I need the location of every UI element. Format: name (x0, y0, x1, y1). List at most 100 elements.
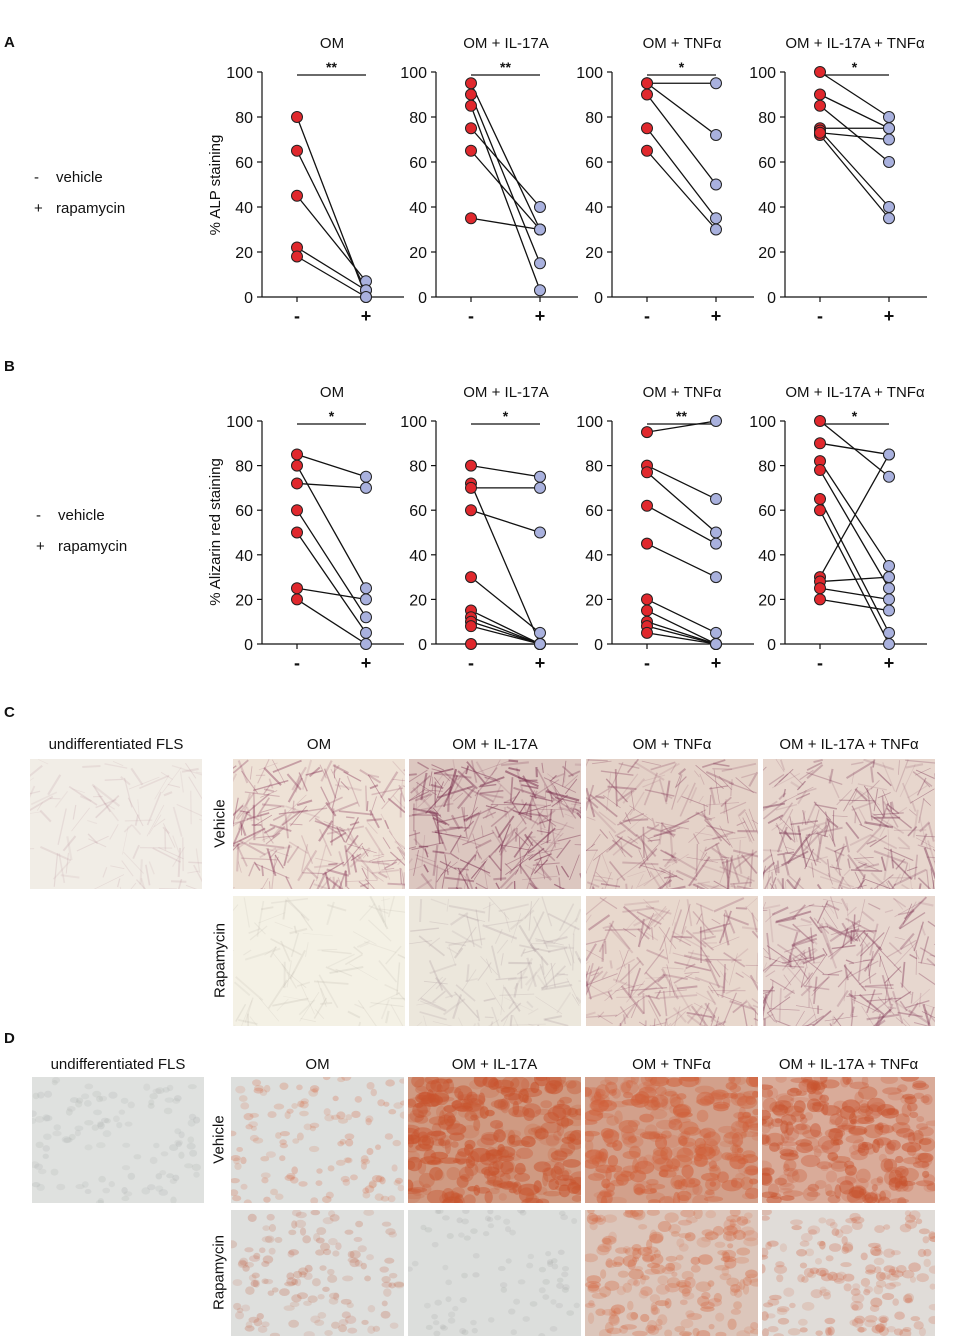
cell-fiber (745, 905, 758, 922)
cell-fiber (543, 936, 568, 945)
stain-deposit (810, 1289, 823, 1299)
cell-fiber (381, 867, 395, 871)
stain-deposit (408, 1179, 414, 1192)
stain-deposit (681, 1164, 694, 1179)
stain-deposit (464, 1110, 478, 1122)
cell-fiber (649, 1022, 666, 1026)
cell-fiber (475, 761, 488, 780)
stain-deposit (429, 1166, 443, 1181)
stain-deposit (658, 1169, 677, 1178)
stain-deposit (562, 1159, 581, 1168)
cell-fiber (619, 960, 641, 982)
cell-fiber (263, 788, 275, 793)
cell-fiber (329, 831, 347, 844)
cell-fiber (663, 875, 678, 879)
cell-fiber (239, 821, 247, 837)
cell-fiber (300, 984, 315, 1015)
stain-deposit (597, 1243, 612, 1253)
cell-fiber (513, 831, 533, 858)
cell-fiber (741, 926, 758, 931)
vehicle-point (465, 99, 477, 112)
stain-deposit (881, 1292, 895, 1301)
stain-deposit (605, 1259, 618, 1268)
stain-deposit (850, 1118, 858, 1125)
cell-fiber (747, 1004, 758, 1016)
cell-fiber (30, 791, 58, 806)
cell-fiber (248, 863, 255, 877)
cell-fiber (398, 850, 405, 861)
cell-fiber (557, 834, 581, 842)
stain-deposit (915, 1180, 935, 1187)
vehicle-point (465, 144, 477, 157)
cell-fiber (547, 912, 580, 931)
stain-deposit (701, 1229, 714, 1237)
stain-deposit (330, 1114, 341, 1120)
stain-deposit (680, 1130, 691, 1140)
cell-fiber (323, 820, 346, 831)
cell-fiber (890, 801, 893, 812)
cell-fiber (387, 797, 405, 814)
cell-fiber (715, 843, 730, 879)
cell-fiber (870, 766, 875, 783)
stain-deposit (918, 1126, 934, 1137)
cell-fiber (851, 790, 858, 803)
stain-deposit (595, 1164, 616, 1174)
cell-fiber (738, 808, 747, 817)
cell-fiber (619, 1022, 622, 1026)
stain-deposit (742, 1111, 752, 1119)
stain-deposit (351, 1110, 361, 1119)
stain-deposit (456, 1175, 469, 1188)
stain-deposit (704, 1191, 715, 1199)
cell-fiber (736, 854, 743, 875)
cell-fiber (674, 773, 682, 789)
cell-fiber (591, 833, 601, 848)
stain-deposit (723, 1225, 738, 1236)
stain-deposit (712, 1225, 724, 1236)
stain-deposit (299, 1100, 309, 1109)
cell-fiber (330, 808, 335, 846)
stain-deposit (715, 1331, 727, 1336)
cell-fiber (604, 981, 628, 1002)
stain-deposit (793, 1100, 806, 1113)
cell-fiber (829, 919, 861, 943)
rapamycin-point (360, 481, 372, 494)
stain-deposit (698, 1128, 712, 1139)
stain-deposit (831, 1228, 840, 1236)
stain-deposit (385, 1228, 396, 1236)
cell-fiber (318, 828, 332, 857)
stain-deposit (483, 1168, 491, 1179)
cell-fiber (357, 859, 390, 866)
micrograph-rapamycin-4 (762, 1210, 935, 1336)
stain-deposit (815, 1330, 823, 1336)
stain-deposit (638, 1224, 648, 1230)
cell-fiber (544, 1018, 569, 1026)
stain-deposit (889, 1266, 900, 1276)
stain-deposit (569, 1129, 581, 1145)
stain-deposit (926, 1183, 935, 1191)
cell-fiber (607, 971, 633, 991)
cell-fiber (397, 992, 405, 1002)
stain-deposit (547, 1106, 567, 1121)
stain-deposit (392, 1139, 402, 1147)
stain-deposit (298, 1267, 309, 1275)
cell-fiber (537, 812, 543, 836)
stain-deposit (830, 1137, 840, 1146)
cell-fiber (920, 925, 927, 936)
stain-deposit (253, 1252, 261, 1260)
cell-fiber (923, 798, 931, 806)
cell-fiber (883, 966, 902, 984)
cell-fiber (563, 771, 566, 783)
stain-deposit (857, 1141, 874, 1151)
cell-fiber (851, 771, 855, 785)
cell-fiber (317, 948, 338, 951)
stain-deposit (908, 1210, 921, 1220)
cell-fiber (651, 905, 667, 924)
stain-deposit (854, 1091, 864, 1104)
cell-fiber (836, 989, 849, 1008)
vehicle-point (465, 459, 477, 472)
stain-deposit (547, 1261, 554, 1267)
stain-deposit (701, 1236, 714, 1242)
stain-deposit (724, 1152, 746, 1163)
cell-fiber (527, 971, 538, 992)
stain-deposit (863, 1124, 884, 1139)
